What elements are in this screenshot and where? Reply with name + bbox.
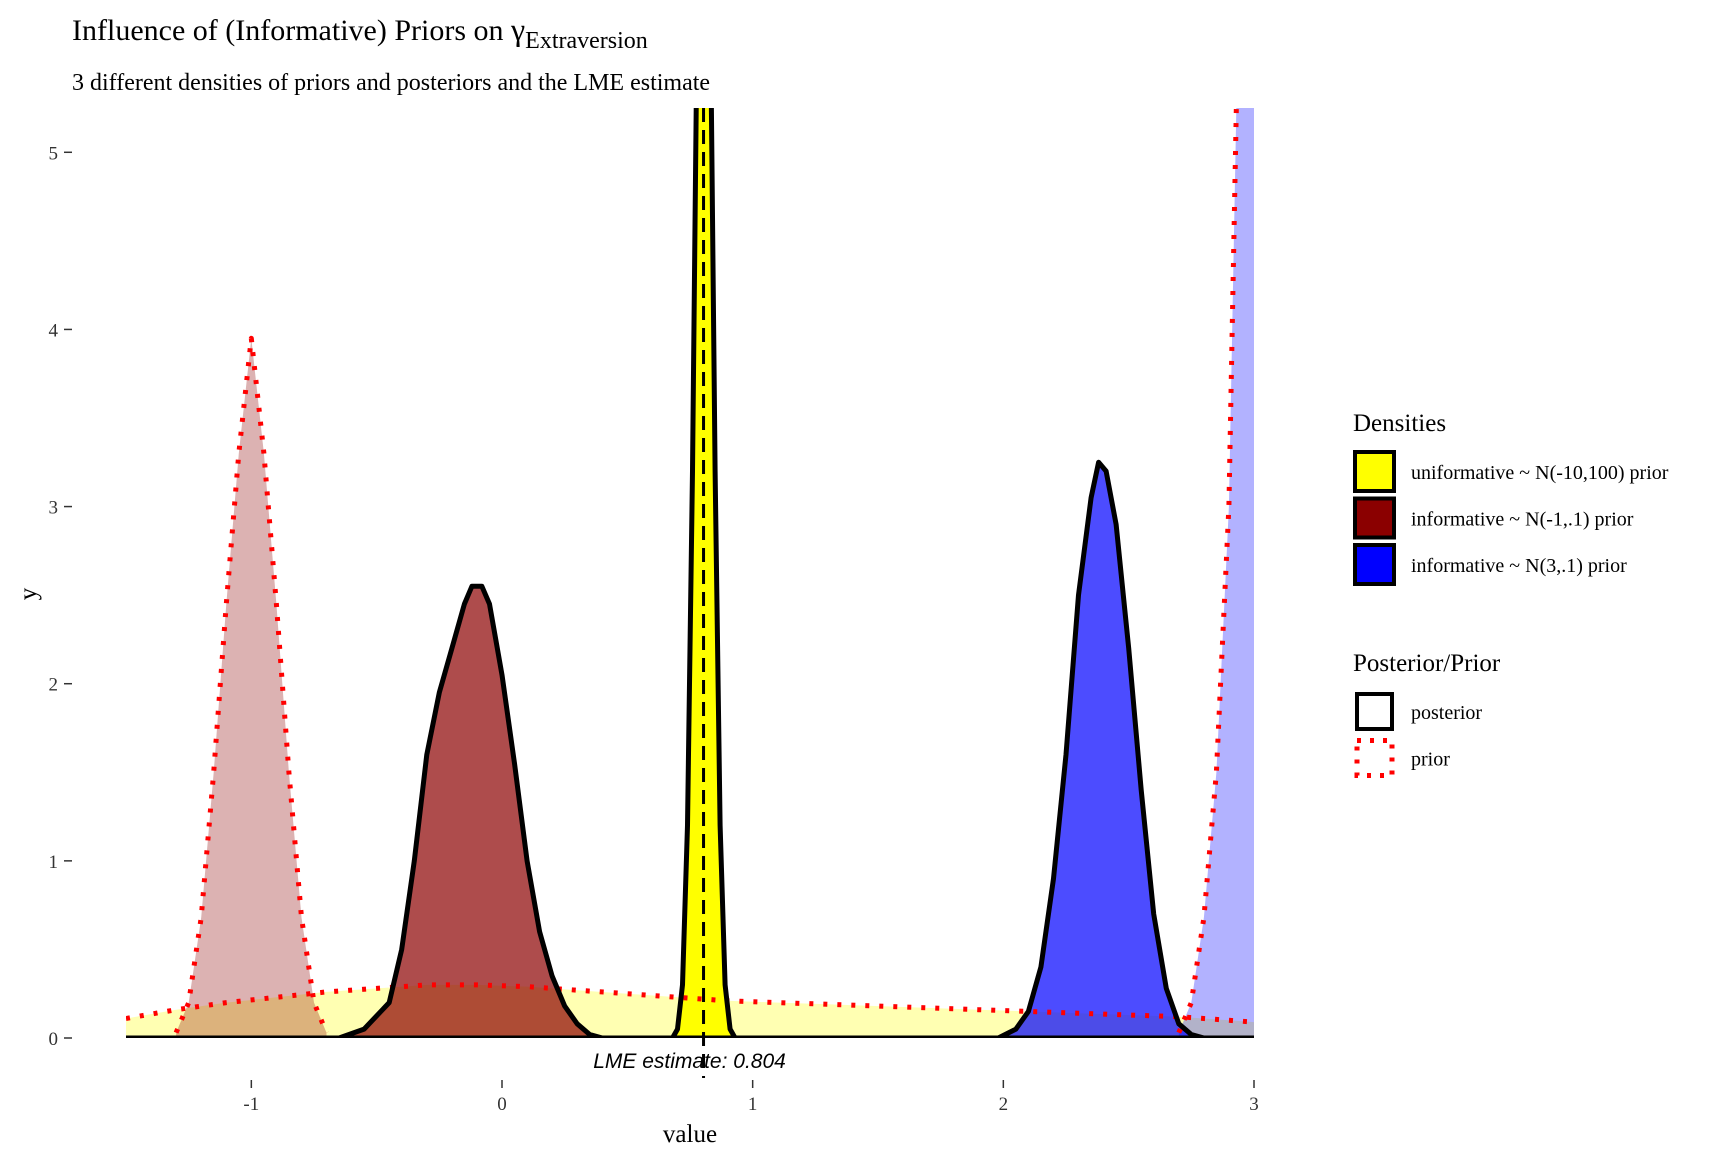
chart-subtitle: 3 different densities of priors and post… [72, 70, 710, 96]
x-axis: -1 0 1 2 3 [243, 1080, 1259, 1115]
density-lines [126, 108, 1254, 1038]
legend-label: prior [1411, 749, 1450, 771]
legend-title-posterior-prior: Posterior/Prior [1353, 650, 1501, 677]
informative-n-1-1-prior-prior-line [173, 335, 329, 1034]
y-tick-label: 1 [49, 852, 59, 873]
x-tick-label: 2 [999, 1094, 1009, 1115]
legend-label: informative ~ N(-1,.1) prior [1411, 509, 1634, 531]
legend-label: uniformative ~ N(-10,100) prior [1411, 462, 1669, 484]
x-tick-label: 3 [1249, 1094, 1259, 1115]
uniformative-n-10-100-prior-posterior-fill [672, 108, 736, 1038]
legend-swatch-informative-n-1-1-prior [1353, 496, 1396, 540]
legend-swatch-uniformative-n-10-100-prior [1353, 450, 1396, 493]
legend-title-densities: Densities [1353, 410, 1446, 437]
x-tick-label: 1 [748, 1094, 758, 1115]
y-tick-label: 4 [49, 320, 59, 341]
legend-posterior-prior: posterior prior [1354, 692, 1482, 778]
informative-n-3-1-prior-posterior-line [997, 459, 1205, 1038]
legend-swatch-informative-n-3-1-prior [1353, 543, 1396, 586]
uniformative-n-10-100-prior-posterior-line [670, 108, 738, 1038]
x-axis-title: value [663, 1121, 717, 1148]
y-tick-label: 0 [49, 1029, 59, 1050]
legend-swatch-posterior [1355, 692, 1394, 731]
y-tick-label: 2 [49, 675, 59, 696]
lme-layer: LME estimate: 0.804 [593, 108, 786, 1078]
informative-n-1-1-prior-posterior-fill [339, 586, 603, 1038]
informative-n-1-1-prior-posterior-line [338, 583, 603, 1038]
y-tick-label: 5 [49, 143, 59, 164]
chart-title: Influence of (Informative) Priors on γEx… [72, 11, 648, 54]
y-axis-title: y [15, 587, 42, 600]
legend: Densities uniformative ~ N(-10,100) prio… [1353, 410, 1669, 778]
lme-estimate-label: LME estimate: 0.804 [593, 1050, 786, 1073]
legend-swatch-prior [1354, 738, 1395, 778]
informative-n-1-1-prior-prior-fill [176, 338, 327, 1038]
legend-label: posterior [1411, 702, 1482, 724]
legend-label: informative ~ N(3,.1) prior [1411, 555, 1627, 577]
plot-area [126, 108, 1254, 1038]
y-tick-label: 3 [49, 498, 59, 519]
posterior-fills [339, 108, 1204, 1038]
y-axis: 0 1 2 3 4 5 [49, 143, 72, 1050]
informative-n-3-1-prior-posterior-fill [998, 462, 1204, 1038]
x-tick-label: 0 [497, 1094, 507, 1115]
informative-n-3-1-prior-prior-fill [1178, 108, 1254, 1038]
legend-densities: uniformative ~ N(-10,100) prior informati… [1353, 450, 1669, 586]
x-tick-label: -1 [243, 1094, 259, 1115]
